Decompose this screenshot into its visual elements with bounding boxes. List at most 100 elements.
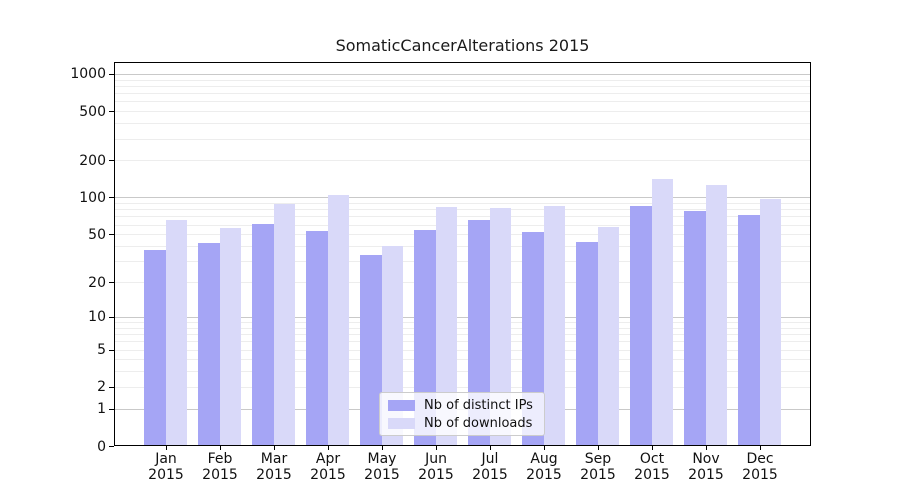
x-label-month: Nov (692, 451, 720, 467)
x-label-month: Sep (584, 451, 612, 467)
x-tick-label: Jan 2015 (136, 451, 196, 483)
x-label-year: 2015 (256, 467, 292, 483)
x-label-year: 2015 (634, 467, 670, 483)
gridline-minor (114, 139, 811, 140)
bar-ips-mar (252, 223, 274, 446)
gridline-minor (114, 111, 811, 112)
legend-label-ips: Nb of distinct IPs (424, 397, 533, 413)
x-tick-label: Jun 2015 (406, 451, 466, 483)
chart-title: SomaticCancerAlterations 2015 (335, 36, 590, 55)
x-label-year: 2015 (418, 467, 454, 483)
bar-downloads-jul (490, 208, 511, 446)
y-tick (109, 160, 114, 161)
x-tick (490, 446, 491, 450)
x-label-year: 2015 (526, 467, 562, 483)
gridline-minor (114, 86, 811, 87)
bar-downloads-aug (544, 206, 565, 446)
x-tick (274, 446, 275, 450)
bar-ips-dec (738, 214, 760, 446)
bar-ips-jul (468, 220, 490, 446)
x-label-year: 2015 (580, 467, 616, 483)
bar-ips-apr (306, 231, 328, 446)
y-tick (109, 74, 114, 75)
bar-downloads-jun (436, 207, 457, 446)
x-label-month: Jun (425, 451, 447, 467)
x-tick-label: Oct 2015 (622, 451, 682, 483)
y-tick (109, 282, 114, 283)
x-tick (382, 446, 383, 450)
x-label-year: 2015 (364, 467, 400, 483)
x-tick-label: Feb 2015 (190, 451, 250, 483)
x-label-month: Apr (315, 451, 341, 467)
y-tick (109, 111, 114, 112)
x-tick (652, 446, 653, 450)
x-label-year: 2015 (148, 467, 184, 483)
gridline-minor (114, 160, 811, 161)
gridline-minor (114, 80, 811, 81)
x-tick-label: Dec 2015 (730, 451, 790, 483)
y-tick (109, 350, 114, 351)
bar-downloads-apr (328, 194, 349, 446)
y-tick-label: 0 (97, 438, 106, 455)
y-tick (109, 317, 114, 318)
bar-downloads-mar (274, 204, 295, 446)
x-tick-label: Sep 2015 (568, 451, 628, 483)
x-label-month: May (367, 451, 397, 467)
y-tick (109, 409, 114, 410)
gridline-minor (114, 93, 811, 94)
y-tick (109, 387, 114, 388)
x-tick-label: Jul 2015 (460, 451, 520, 483)
x-tick-label: May 2015 (352, 451, 412, 483)
y-tick (109, 197, 114, 198)
bar-downloads-nov (706, 184, 727, 446)
y-tick (109, 234, 114, 235)
bar-downloads-oct (652, 179, 673, 446)
x-tick-label: Apr 2015 (298, 451, 358, 483)
x-tick (544, 446, 545, 450)
x-tick (760, 446, 761, 450)
x-tick (598, 446, 599, 450)
bar-ips-feb (198, 243, 220, 446)
bar-downloads-dec (760, 198, 781, 446)
x-label-year: 2015 (472, 467, 508, 483)
x-tick (436, 446, 437, 450)
x-tick (220, 446, 221, 450)
gridline-minor (114, 123, 811, 124)
x-label-year: 2015 (202, 467, 238, 483)
gridline-major (114, 74, 811, 75)
x-label-month: Aug (530, 451, 558, 467)
x-tick-label: Mar 2015 (244, 451, 304, 483)
y-tick-label: 1 (97, 401, 106, 418)
y-tick-label: 50 (88, 226, 106, 243)
bar-ips-nov (684, 210, 706, 446)
legend-item-ips: Nb of distinct IPs (388, 398, 536, 413)
bar-ips-oct (630, 206, 652, 446)
x-label-year: 2015 (310, 467, 346, 483)
x-tick (166, 446, 167, 450)
bar-ips-sep (576, 242, 598, 446)
y-tick-label: 2 (97, 379, 106, 396)
y-tick-label: 1000 (70, 66, 106, 83)
x-label-month: Jan (155, 451, 177, 467)
x-tick-label: Nov 2015 (676, 451, 736, 483)
y-tick-label: 5 (97, 342, 106, 358)
x-label-year: 2015 (688, 467, 724, 483)
legend-item-downloads: Nb of downloads (388, 416, 536, 431)
bar-ips-jan (144, 250, 166, 446)
x-label-month: Jul (481, 451, 499, 467)
legend-swatch-downloads (388, 417, 415, 429)
x-label-month: Feb (207, 451, 233, 467)
legend-swatch-ips (388, 399, 415, 411)
x-tick-label: Aug 2015 (514, 451, 574, 483)
y-tick-label: 10 (88, 309, 106, 326)
x-label-month: Dec (746, 451, 774, 467)
y-tick-label: 20 (88, 274, 106, 291)
x-label-year: 2015 (742, 467, 778, 483)
bar-downloads-jan (166, 220, 187, 446)
y-tick (109, 446, 114, 447)
x-label-month: Mar (260, 451, 288, 467)
legend-label-downloads: Nb of downloads (424, 415, 533, 431)
y-tick-label: 500 (79, 103, 106, 120)
gridline-minor (114, 101, 811, 102)
